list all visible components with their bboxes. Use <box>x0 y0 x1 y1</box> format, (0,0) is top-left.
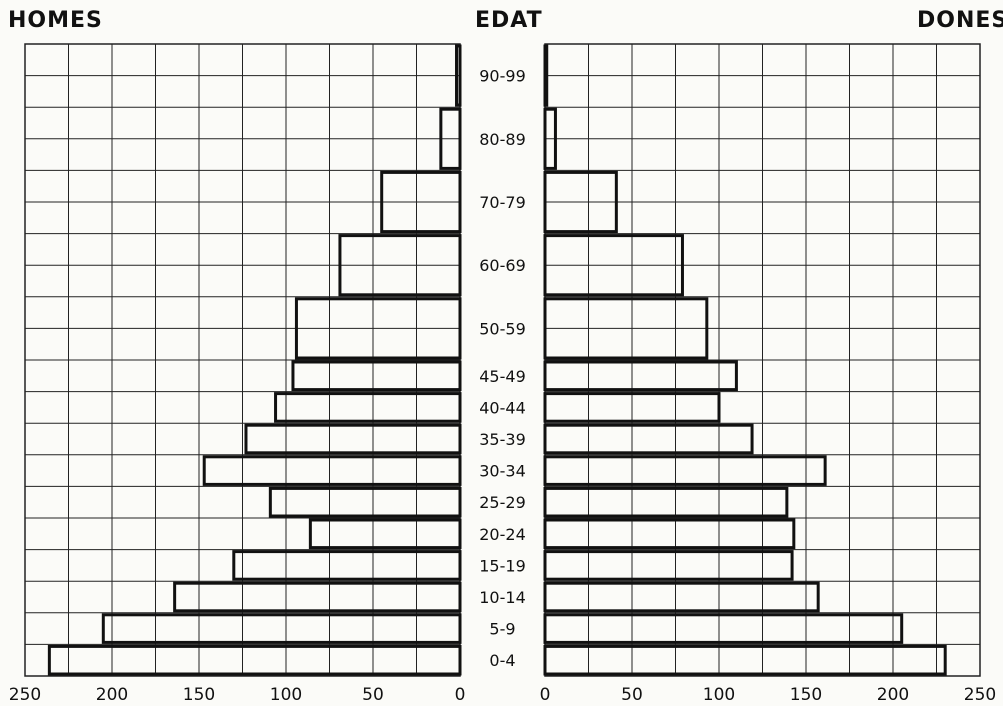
age-group-label: 50-59 <box>479 319 526 338</box>
age-group-label: 35-39 <box>479 430 526 449</box>
bar-women-30-34 <box>543 455 827 486</box>
bar-women-25-29 <box>543 486 789 518</box>
x-tick-label-men: 100 <box>270 685 302 705</box>
age-group-label: 10-14 <box>479 588 526 607</box>
bar-women-10-14 <box>543 581 820 613</box>
age-group-label: 20-24 <box>479 525 526 544</box>
x-tick-label-women: 50 <box>621 685 643 705</box>
bar-men-45-49 <box>291 360 462 392</box>
men-label: HOMES <box>8 8 103 33</box>
bar-women-40-44 <box>543 392 721 423</box>
age-group-label: 80-89 <box>479 130 526 149</box>
bar-men-30-34 <box>202 455 462 486</box>
x-tick-label-women: 0 <box>540 685 551 705</box>
bar-men-60-69 <box>338 234 462 297</box>
x-tick-label-men: 250 <box>9 685 41 705</box>
bar-men-0-4 <box>47 644 462 676</box>
bar-men-5-9 <box>101 613 462 644</box>
bar-men-25-29 <box>268 486 462 518</box>
bar-men-15-19 <box>232 550 462 581</box>
x-tick-label-men: 150 <box>183 685 215 705</box>
age-group-label: 0-4 <box>489 651 515 670</box>
x-tick-label-men: 0 <box>455 685 466 705</box>
bar-women-45-49 <box>543 360 738 392</box>
age-group-label: 30-34 <box>479 462 526 481</box>
bar-men-35-39 <box>244 423 462 455</box>
age-group-label: 15-19 <box>479 556 526 575</box>
age-group-label: 70-79 <box>479 193 526 212</box>
bar-women-0-4 <box>543 644 947 676</box>
age-group-label: 90-99 <box>479 67 526 86</box>
bar-men-90-99 <box>455 44 462 107</box>
age-group-label: 45-49 <box>479 367 526 386</box>
bar-women-20-24 <box>543 518 796 550</box>
x-tick-label-women: 100 <box>703 685 735 705</box>
x-tick-label-women: 150 <box>790 685 822 705</box>
bar-men-50-59 <box>294 297 462 360</box>
age-group-label: 60-69 <box>479 256 526 275</box>
bar-women-60-69 <box>543 234 684 297</box>
bar-men-70-79 <box>380 170 462 234</box>
age-group-label: 25-29 <box>479 493 526 512</box>
bar-women-35-39 <box>543 423 754 455</box>
age-label: EDAT <box>475 8 543 33</box>
x-tick-label-men: 200 <box>96 685 128 705</box>
age-group-label: 40-44 <box>479 398 526 417</box>
age-group-label: 5-9 <box>489 620 515 639</box>
bar-women-90-99 <box>543 44 549 107</box>
bar-men-80-89 <box>439 107 462 170</box>
bar-men-40-44 <box>274 392 462 423</box>
bar-men-10-14 <box>173 581 462 613</box>
bar-women-15-19 <box>543 550 794 581</box>
women-label: DONES <box>917 8 1003 33</box>
x-tick-label-men: 50 <box>362 685 384 705</box>
bar-women-70-79 <box>543 170 618 234</box>
bar-women-50-59 <box>543 297 709 360</box>
x-tick-label-women: 250 <box>964 685 996 705</box>
x-tick-label-women: 200 <box>877 685 909 705</box>
bar-men-20-24 <box>308 518 462 550</box>
bar-women-5-9 <box>543 613 904 644</box>
bar-women-80-89 <box>543 107 557 170</box>
